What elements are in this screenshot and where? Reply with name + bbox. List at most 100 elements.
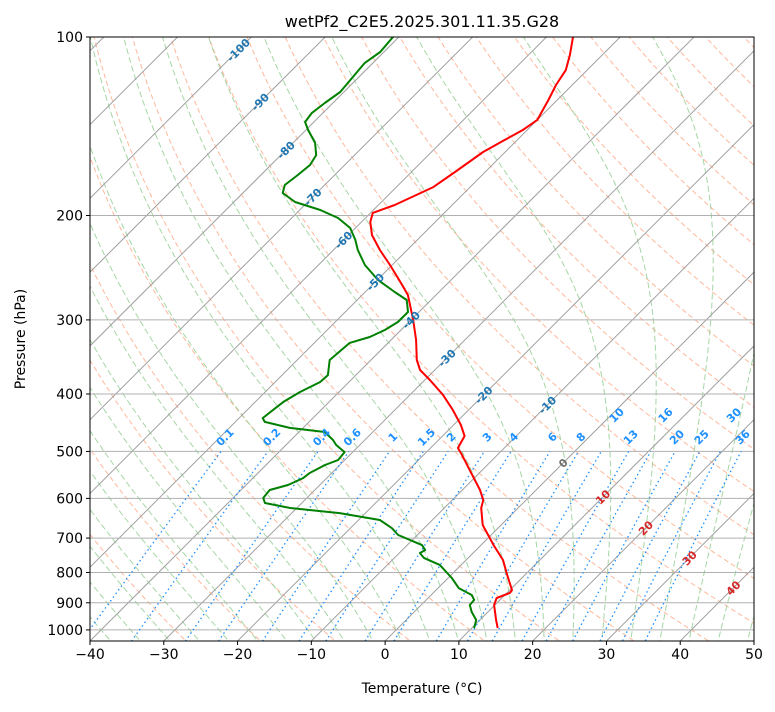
isotherm-line [605,492,754,641]
dry-adiabat-line [399,37,754,408]
moist-adiabat-line [90,429,259,641]
dry-adiabat-line [361,37,754,450]
mixing-ratio-label: 2 [444,430,459,445]
moist-adiabat-line [90,386,288,641]
mixing-ratio-label: 25 [692,427,712,447]
mixing-ratio-line [572,451,676,641]
mixing-ratio-label: 1 [386,430,401,445]
mixing-ratio-label: 0.6 [341,426,364,449]
dry-adiabat-line [170,37,710,641]
dry-adiabat-line [131,37,635,641]
isotherm-line [384,271,754,641]
plot-frame [89,36,755,642]
y-tick-label: 300 [56,313,83,329]
moist-adiabat-line [90,285,345,641]
moist-adiabat-line [162,37,488,641]
x-tick-label: −30 [149,647,179,663]
isotherm-line [531,418,754,641]
isotherm-line [90,37,253,200]
mixing-ratio-label: 4 [507,430,522,445]
mixing-ratio-line [644,451,742,641]
isotherm-line [90,37,326,273]
mixing-ratio-line [261,451,391,641]
isotherm-line [458,345,754,641]
moist-adiabat-line [688,350,754,641]
dry-adiabat-line [246,37,754,580]
mixing-ratio-line [217,451,350,641]
temperature-profile-line [369,37,574,629]
dry-adiabat-line [666,37,754,127]
moist-adiabat-line [90,222,374,641]
moist-adiabat-line [652,37,714,641]
y-tick-label: 1000 [47,623,83,639]
moist-adiabat-line [522,37,657,641]
y-tick-label: 600 [56,491,83,507]
mixing-ratio-label: 36 [733,427,753,447]
mixing-ratio-line [435,451,551,641]
dry-adiabat-line [90,359,337,641]
dry-adiabat-line [513,37,754,286]
dry-adiabat-line [90,263,411,641]
moist-adiabat-line [416,37,612,641]
dewpoint-profile-line [261,37,478,629]
moist-adiabat-line [90,470,230,641]
isotherm-line [90,37,400,347]
mixing-ratio-label: 1.5 [415,426,438,449]
y-tick-label: 400 [56,387,83,403]
y-tick-label: 500 [56,444,83,460]
moist-adiabat-line [90,545,171,641]
moist-adiabat-line [331,37,575,641]
mixing-ratio-label: 0.1 [214,426,237,449]
x-tick-label: 30 [598,647,616,663]
mixing-ratio-label: 8 [574,430,589,445]
mixing-ratio-line [393,451,512,641]
mixing-ratio-line [325,451,449,641]
moist-adiabat-line [263,37,545,641]
mixing-ratio-label: 0.2 [260,426,283,449]
isotherm-line [90,37,621,568]
dry-adiabat-line [590,37,754,206]
dry-adiabat-line [90,155,486,641]
x-tick-label: 10 [450,647,468,663]
x-tick-label: 50 [745,647,763,663]
dry-adiabat-line [475,37,754,326]
x-axis-label: Temperature (°C) [361,681,483,697]
isotherm-line [163,50,754,641]
mixing-ratio-line [298,451,424,641]
mixing-ratio-line [364,451,485,641]
profiles [261,37,574,629]
dry-adiabat-line [769,24,775,645]
mixing-ratio-label: 13 [621,427,641,447]
moist-adiabat-line [717,501,754,641]
mixing-ratio-line [466,451,580,641]
x-tick-label: −40 [75,647,105,663]
mixing-ratio-line [491,451,602,641]
mixing-ratio-line [599,451,701,641]
x-tick-label: 40 [671,647,689,663]
isotherm-label: -90 [249,90,272,113]
y-tick-label: 200 [56,208,83,224]
moist-adiabat-line [90,338,317,641]
dry-adiabat-line [437,37,754,367]
dry-adiabat-line [704,37,754,88]
mixing-ratio-label: 30 [724,405,744,425]
mixing-ratio-label: 3 [480,430,495,445]
y-tick-label: 700 [56,531,83,547]
mixing-ratio-label: 0.4 [310,426,333,449]
mixing-ratio-line [521,451,630,641]
moist-adiabat-line [90,508,201,641]
isotherm-line [90,37,548,495]
y-tick-label: 100 [56,30,83,46]
moist-adiabat-line [90,144,403,641]
moist-adiabat-line [123,37,459,641]
x-tick-label: −10 [297,647,327,663]
x-tick-label: 0 [381,647,390,663]
dry-adiabat-line [743,37,754,49]
dry-adiabat-line [90,448,262,641]
mixing-ratio-line [621,451,721,641]
mixing-ratio-label: 10 [607,405,627,425]
chart-title: wetPf2_C2E5.2025.301.11.35.G28 [285,12,559,32]
y-tick-label: 800 [56,565,83,581]
background-lines [90,24,775,645]
